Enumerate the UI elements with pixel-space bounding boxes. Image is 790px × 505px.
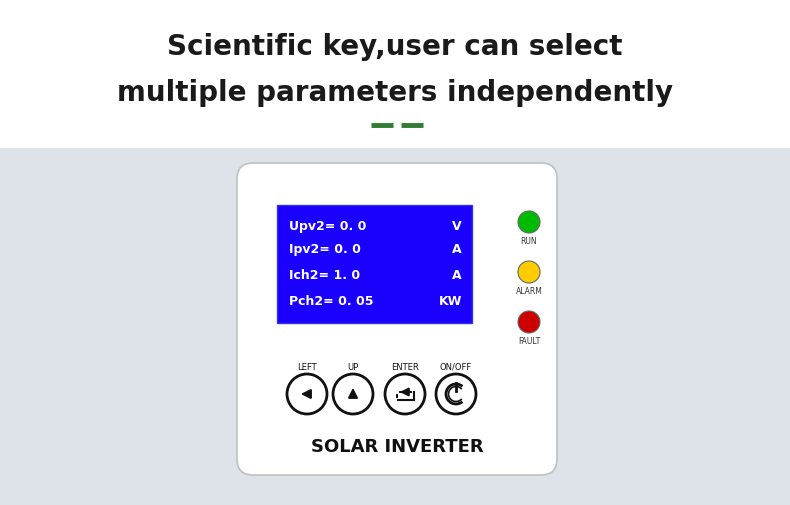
- Text: ENTER: ENTER: [391, 363, 419, 372]
- Text: SOLAR INVERTER: SOLAR INVERTER: [310, 438, 483, 456]
- Text: multiple parameters independently: multiple parameters independently: [117, 79, 673, 107]
- Circle shape: [518, 311, 540, 333]
- Circle shape: [518, 261, 540, 283]
- Bar: [277, 205, 472, 323]
- Text: Pch2= 0. 05: Pch2= 0. 05: [289, 295, 374, 308]
- Circle shape: [385, 374, 425, 414]
- Text: ON/OFF: ON/OFF: [440, 363, 472, 372]
- FancyBboxPatch shape: [237, 163, 557, 475]
- Text: ALARM: ALARM: [516, 286, 543, 295]
- Text: UP: UP: [348, 363, 359, 372]
- Bar: [0, 0, 790, 148]
- Circle shape: [287, 374, 327, 414]
- Text: Scientific key,user can select: Scientific key,user can select: [167, 33, 623, 61]
- Circle shape: [333, 374, 373, 414]
- Circle shape: [436, 374, 476, 414]
- Text: A: A: [453, 243, 462, 257]
- Text: A: A: [453, 269, 462, 282]
- Bar: [0, 148, 790, 505]
- Text: FAULT: FAULT: [518, 336, 540, 345]
- Text: Ich2= 1. 0: Ich2= 1. 0: [289, 269, 360, 282]
- Text: LEFT: LEFT: [297, 363, 317, 372]
- Text: V: V: [453, 220, 462, 233]
- Text: KW: KW: [438, 295, 462, 308]
- Text: Ipv2= 0. 0: Ipv2= 0. 0: [289, 243, 361, 257]
- Circle shape: [518, 211, 540, 233]
- Text: Upv2= 0. 0: Upv2= 0. 0: [289, 220, 367, 233]
- Text: RUN: RUN: [521, 236, 537, 245]
